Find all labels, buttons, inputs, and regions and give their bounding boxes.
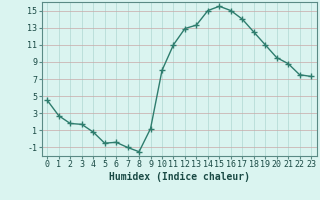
X-axis label: Humidex (Indice chaleur): Humidex (Indice chaleur) bbox=[109, 172, 250, 182]
